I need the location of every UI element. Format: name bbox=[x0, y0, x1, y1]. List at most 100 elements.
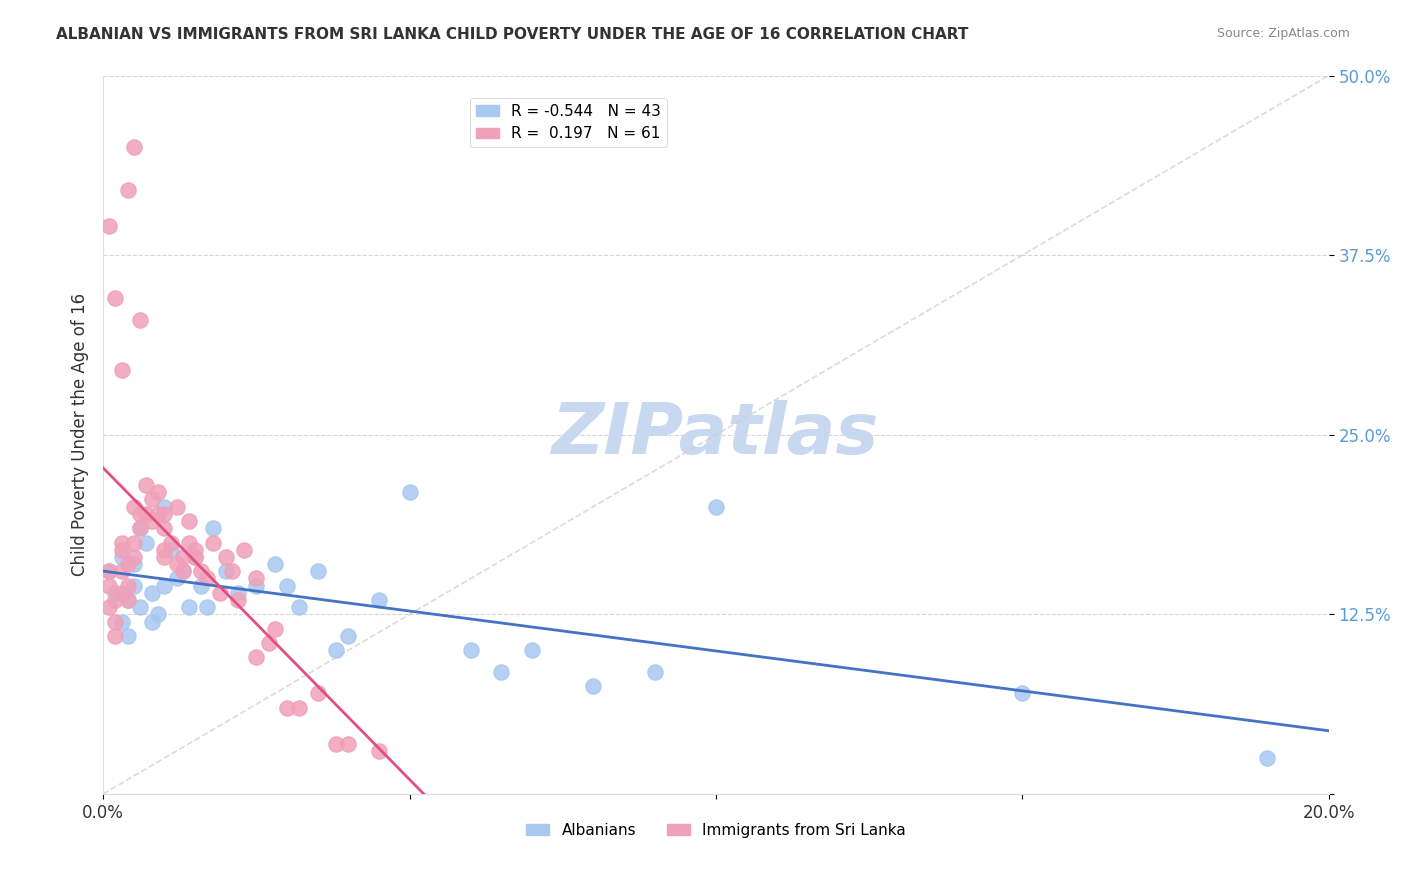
Point bbox=[104, 593, 127, 607]
Point bbox=[166, 557, 188, 571]
Point bbox=[1256, 751, 1278, 765]
Point bbox=[117, 593, 139, 607]
Point bbox=[263, 622, 285, 636]
Point bbox=[122, 535, 145, 549]
Point bbox=[202, 521, 225, 535]
Point bbox=[110, 363, 132, 377]
Point bbox=[153, 542, 176, 557]
Point bbox=[117, 184, 139, 198]
Point bbox=[190, 579, 212, 593]
Point bbox=[110, 615, 132, 629]
Legend: Albanians, Immigrants from Sri Lanka: Albanians, Immigrants from Sri Lanka bbox=[520, 817, 911, 844]
Point bbox=[135, 478, 157, 492]
Point bbox=[166, 572, 188, 586]
Point bbox=[122, 549, 145, 564]
Point bbox=[128, 507, 150, 521]
Point bbox=[104, 291, 127, 305]
Point bbox=[98, 564, 121, 578]
Point bbox=[141, 492, 163, 507]
Point bbox=[104, 586, 127, 600]
Point bbox=[325, 643, 347, 657]
Point bbox=[110, 564, 132, 578]
Point bbox=[208, 586, 231, 600]
Point bbox=[367, 744, 389, 758]
Point bbox=[141, 615, 163, 629]
Point bbox=[215, 549, 238, 564]
Point bbox=[337, 737, 360, 751]
Point bbox=[148, 507, 170, 521]
Point bbox=[195, 600, 218, 615]
Point bbox=[337, 629, 360, 643]
Point bbox=[582, 679, 605, 693]
Point bbox=[153, 500, 176, 514]
Point bbox=[195, 572, 218, 586]
Y-axis label: Child Poverty Under the Age of 16: Child Poverty Under the Age of 16 bbox=[72, 293, 89, 576]
Point bbox=[166, 500, 188, 514]
Point bbox=[177, 600, 200, 615]
Point bbox=[128, 600, 150, 615]
Point bbox=[177, 535, 200, 549]
Point bbox=[153, 579, 176, 593]
Point bbox=[172, 564, 194, 578]
Point bbox=[172, 564, 194, 578]
Point bbox=[128, 521, 150, 535]
Point bbox=[215, 564, 238, 578]
Point bbox=[307, 564, 329, 578]
Point bbox=[117, 579, 139, 593]
Point bbox=[491, 665, 513, 679]
Point bbox=[98, 219, 121, 234]
Point bbox=[135, 535, 157, 549]
Point bbox=[460, 643, 482, 657]
Point bbox=[288, 700, 311, 714]
Point bbox=[148, 485, 170, 500]
Point bbox=[98, 564, 121, 578]
Point bbox=[233, 542, 256, 557]
Point bbox=[110, 542, 132, 557]
Point bbox=[288, 600, 311, 615]
Point bbox=[159, 535, 181, 549]
Point bbox=[245, 572, 267, 586]
Point bbox=[1011, 686, 1033, 700]
Point bbox=[153, 521, 176, 535]
Point bbox=[704, 500, 727, 514]
Point bbox=[117, 557, 139, 571]
Point bbox=[122, 140, 145, 154]
Point bbox=[202, 535, 225, 549]
Point bbox=[190, 564, 212, 578]
Point bbox=[128, 313, 150, 327]
Point bbox=[122, 500, 145, 514]
Text: ALBANIAN VS IMMIGRANTS FROM SRI LANKA CHILD POVERTY UNDER THE AGE OF 16 CORRELAT: ALBANIAN VS IMMIGRANTS FROM SRI LANKA CH… bbox=[56, 27, 969, 42]
Point bbox=[110, 535, 132, 549]
Point bbox=[110, 586, 132, 600]
Point bbox=[276, 579, 298, 593]
Point bbox=[398, 485, 420, 500]
Point bbox=[221, 564, 243, 578]
Point bbox=[307, 686, 329, 700]
Point bbox=[122, 557, 145, 571]
Point bbox=[159, 542, 181, 557]
Point bbox=[325, 737, 347, 751]
Point bbox=[177, 514, 200, 528]
Point bbox=[135, 507, 157, 521]
Text: Source: ZipAtlas.com: Source: ZipAtlas.com bbox=[1216, 27, 1350, 40]
Point bbox=[104, 629, 127, 643]
Point bbox=[117, 629, 139, 643]
Point bbox=[276, 700, 298, 714]
Point bbox=[141, 514, 163, 528]
Point bbox=[226, 593, 249, 607]
Point bbox=[644, 665, 666, 679]
Point bbox=[184, 549, 207, 564]
Point bbox=[128, 521, 150, 535]
Point bbox=[172, 549, 194, 564]
Point bbox=[122, 579, 145, 593]
Point bbox=[153, 507, 176, 521]
Point bbox=[98, 600, 121, 615]
Point bbox=[153, 549, 176, 564]
Point bbox=[257, 636, 280, 650]
Point bbox=[117, 593, 139, 607]
Point bbox=[263, 557, 285, 571]
Point bbox=[245, 650, 267, 665]
Point bbox=[110, 549, 132, 564]
Point bbox=[226, 586, 249, 600]
Point bbox=[520, 643, 543, 657]
